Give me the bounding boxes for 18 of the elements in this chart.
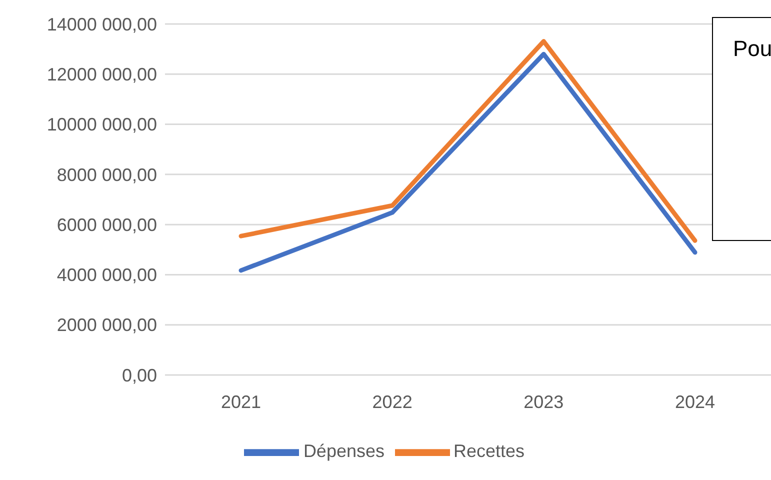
x-tick-label: 2022 xyxy=(372,392,412,412)
text-box: Pou xyxy=(712,17,771,241)
y-tick-label: 2000 000,00 xyxy=(56,315,157,336)
x-tick-label: 2023 xyxy=(524,392,564,412)
line-series xyxy=(238,39,698,243)
y-tick-label: 6000 000,00 xyxy=(56,214,157,235)
y-tick-label: 8000 000,00 xyxy=(56,164,157,185)
y-tick-label: 14000 000,00 xyxy=(46,14,157,34)
annotation: Pou xyxy=(733,36,771,61)
y-tick-label: 10000 000,00 xyxy=(46,114,157,135)
y-tick-label: 12000 000,00 xyxy=(46,64,157,85)
y-tick-label: 0,00 xyxy=(122,365,157,386)
x-tick-label: 2024 xyxy=(674,392,716,412)
y-tick-label: 4000 000,00 xyxy=(56,265,157,286)
legend-label: Dépenses xyxy=(303,440,384,461)
legend-label: Recettes xyxy=(454,440,525,461)
x-tick-label: 2021 xyxy=(220,392,262,412)
line-series xyxy=(238,52,698,273)
